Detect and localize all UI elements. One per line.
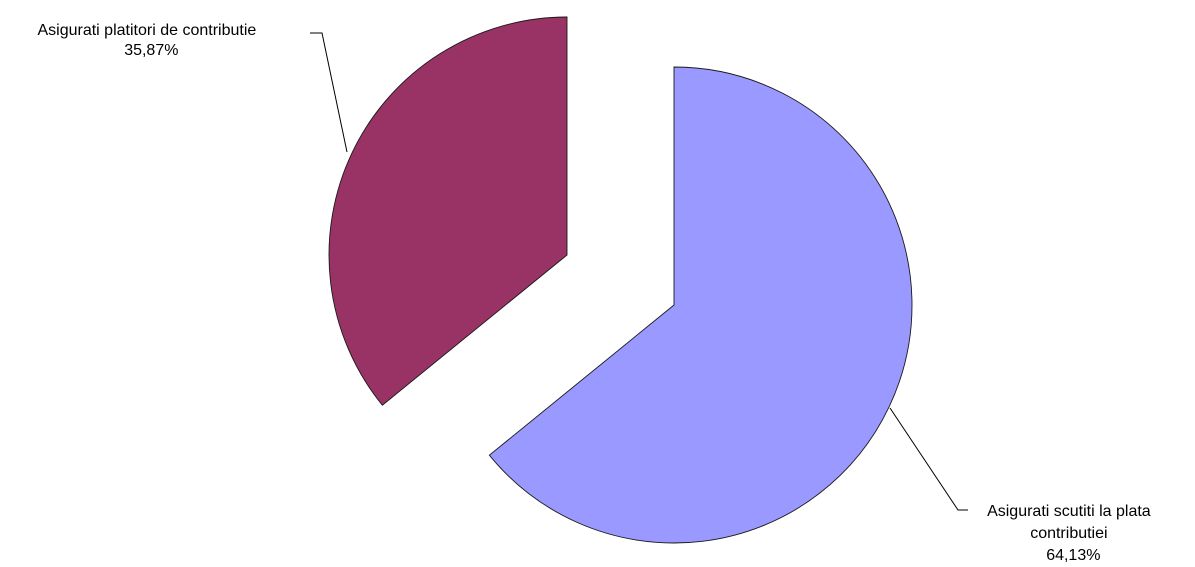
slice-label-scutiti: Asigurati scutiti la plata contributiei … bbox=[987, 503, 1173, 564]
slice-label-scutiti-line-2: contributiei bbox=[1030, 525, 1107, 542]
pie-slice-scutiti bbox=[488, 66, 913, 544]
slice-value-platitori: 35,87% bbox=[124, 42, 178, 59]
slice-label-scutiti-line-1: Asigurati scutiti la plata bbox=[987, 503, 1151, 520]
pie-slice-platitori bbox=[328, 16, 568, 406]
slice-label-platitori-line-1: Asigurati platitori de contributie bbox=[37, 22, 256, 39]
slice-value-scutiti: 64,13% bbox=[1046, 547, 1100, 564]
leader-line-scutiti bbox=[889, 407, 968, 511]
slice-label-platitori: Asigurati platitori de contributie 35,87… bbox=[37, 22, 278, 59]
leader-line-platitori bbox=[310, 32, 348, 153]
